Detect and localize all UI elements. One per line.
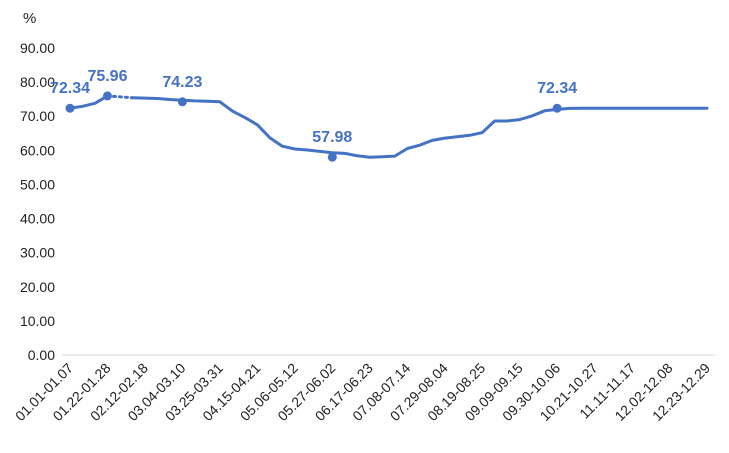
y-tick-label: 20.00 xyxy=(20,279,55,295)
y-tick-label: 0.00 xyxy=(28,347,55,363)
y-tick-label: 80.00 xyxy=(20,74,55,90)
data-label: 72.34 xyxy=(537,80,577,97)
y-tick-label: 10.00 xyxy=(20,313,55,329)
x-axis-ticks: 01.01-01.0701.22-01.2802.12-02.1803.04-0… xyxy=(12,360,713,424)
data-marker xyxy=(65,103,75,113)
data-marker xyxy=(552,103,562,113)
data-marker xyxy=(327,152,337,162)
y-axis-ticks: 0.00 10.00 20.00 30.00 40.00 50.00 60.00 70.00 8… xyxy=(20,40,55,363)
y-tick-label: 40.00 xyxy=(20,211,55,227)
data-label: 72.34 xyxy=(50,80,90,97)
y-tick-label: 60.00 xyxy=(20,142,55,158)
y-tick-label: 90.00 xyxy=(20,40,55,56)
data-label: 75.96 xyxy=(87,68,127,85)
series-line-segment xyxy=(68,94,109,110)
data-markers xyxy=(65,91,562,162)
data-label: 74.23 xyxy=(162,74,202,91)
series-gap-dots xyxy=(105,94,134,100)
data-marker xyxy=(102,91,112,101)
y-tick-label: 50.00 xyxy=(20,176,55,192)
y-tick-label: 70.00 xyxy=(20,108,55,124)
data-label: 57.98 xyxy=(312,129,352,146)
series-line-segment xyxy=(131,96,709,159)
series-line xyxy=(68,94,709,159)
data-marker xyxy=(177,97,187,107)
y-tick-label: 30.00 xyxy=(20,245,55,261)
y-axis-unit-label: % xyxy=(23,10,36,27)
